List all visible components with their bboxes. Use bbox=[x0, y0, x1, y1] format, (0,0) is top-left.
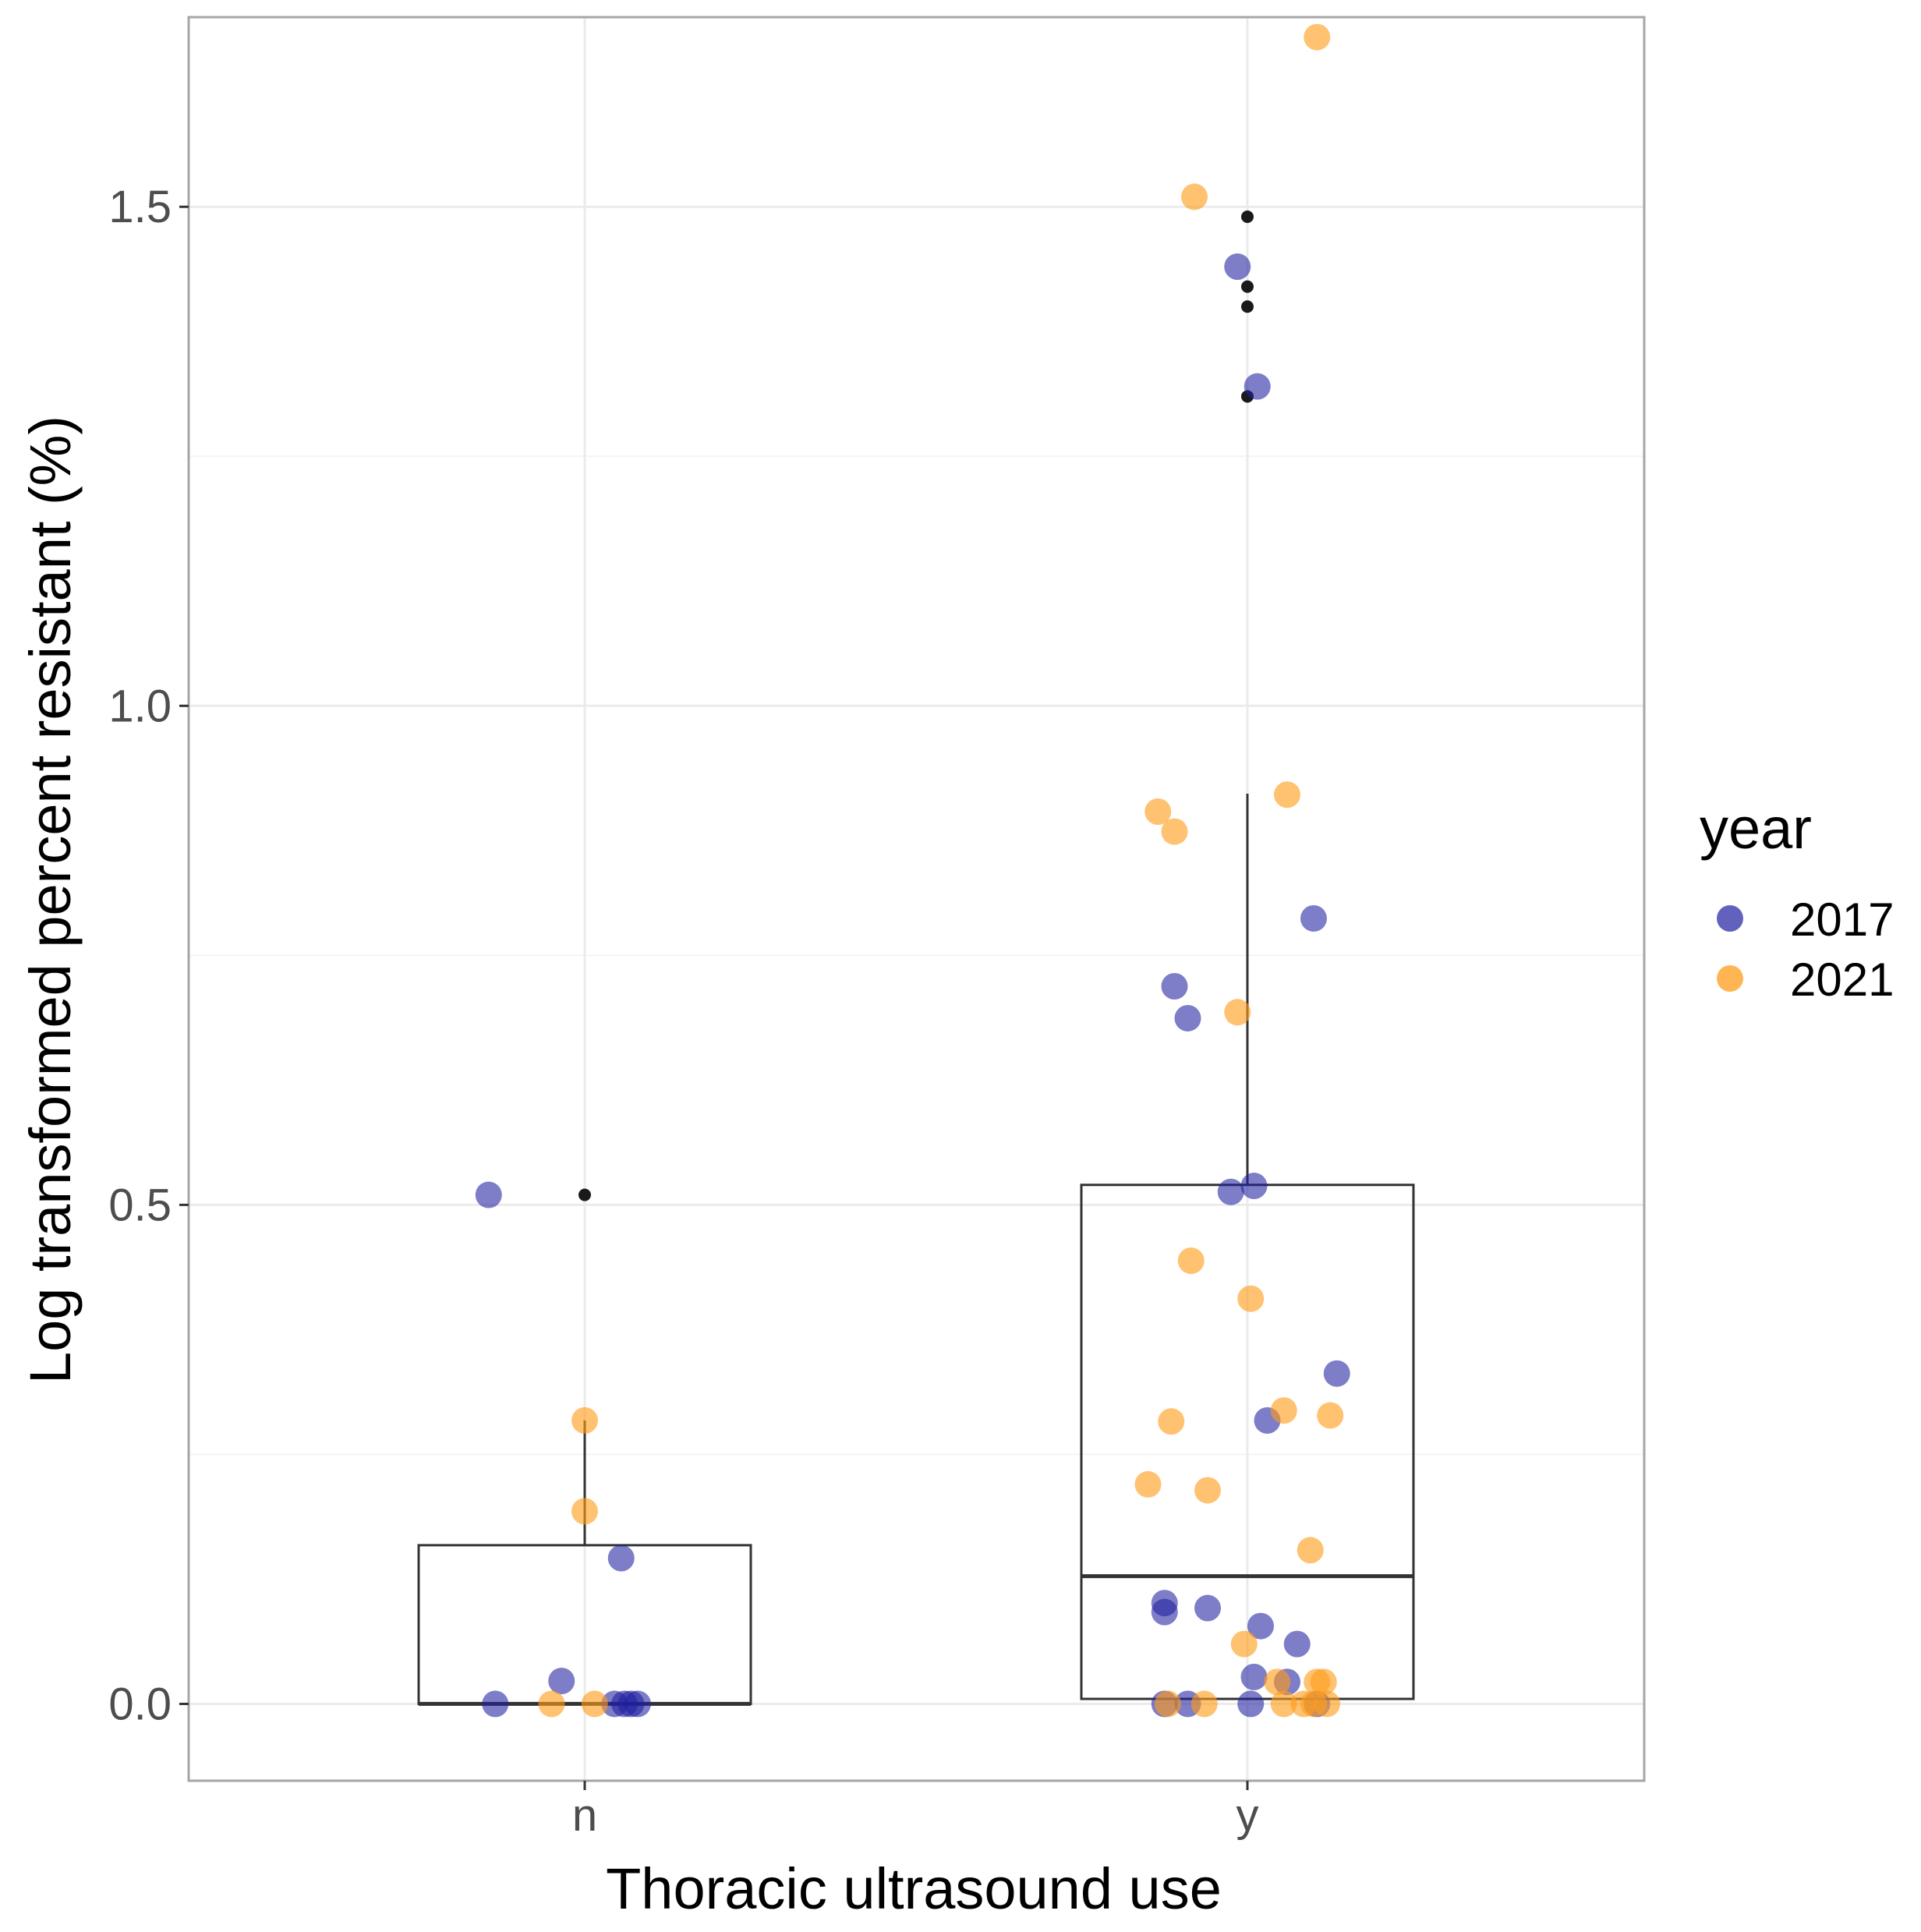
y-axis-ticks: 0.0 0.5 1.0 1.5 bbox=[108, 182, 189, 1729]
y-tick-label: 1.0 bbox=[108, 681, 172, 731]
y-tick-label: 0.0 bbox=[108, 1679, 172, 1729]
legend-label-2021: 2021 bbox=[1790, 954, 1894, 1006]
point-2021 bbox=[1155, 1690, 1181, 1718]
point-2017 bbox=[1161, 973, 1188, 1000]
point-2021 bbox=[1194, 1477, 1221, 1504]
legend-label-2017: 2017 bbox=[1790, 893, 1894, 946]
point-2021 bbox=[1181, 183, 1208, 211]
point-2021 bbox=[1297, 1537, 1324, 1564]
point-2021 bbox=[1224, 999, 1251, 1026]
outlier-y bbox=[1241, 280, 1254, 293]
point-2021 bbox=[1317, 1402, 1344, 1429]
point-2017 bbox=[1237, 1690, 1265, 1718]
point-2017 bbox=[475, 1181, 502, 1208]
point-2021 bbox=[1230, 1630, 1258, 1658]
panel-border bbox=[187, 16, 1646, 1782]
outlier-y bbox=[1241, 300, 1254, 313]
point-2021 bbox=[571, 1498, 598, 1525]
y-tick-label: 1.5 bbox=[108, 182, 172, 232]
outlier-y bbox=[1241, 211, 1254, 224]
point-2017 bbox=[1151, 1598, 1178, 1626]
y-tick-label: 0.5 bbox=[108, 1180, 172, 1230]
point-2021 bbox=[1304, 23, 1331, 51]
point-2021 bbox=[1134, 1470, 1162, 1498]
point-2017 bbox=[1224, 253, 1251, 281]
point-2017 bbox=[1323, 1360, 1350, 1387]
jitter-points bbox=[475, 23, 1350, 1718]
point-2017 bbox=[1300, 904, 1327, 932]
point-2017 bbox=[1244, 373, 1271, 400]
point-2021 bbox=[1270, 1690, 1297, 1718]
point-2021 bbox=[1144, 798, 1172, 825]
point-2017 bbox=[1240, 1663, 1268, 1690]
point-2017 bbox=[1283, 1630, 1311, 1658]
point-2017 bbox=[624, 1690, 651, 1718]
legend-title: year bbox=[1700, 796, 1812, 861]
point-2021 bbox=[1237, 1285, 1265, 1312]
point-2017 bbox=[607, 1545, 635, 1572]
point-2017 bbox=[1240, 1173, 1268, 1200]
y-axis-title: Log transformed percent resistant (%) bbox=[18, 416, 83, 1384]
point-2021 bbox=[571, 1407, 598, 1434]
point-2017 bbox=[1247, 1612, 1274, 1640]
point-2017 bbox=[548, 1667, 575, 1694]
point-2017 bbox=[1174, 1004, 1201, 1031]
point-2017 bbox=[1217, 1178, 1244, 1205]
x-tick-label: n bbox=[572, 1790, 597, 1841]
legend-key-2021 bbox=[1717, 965, 1743, 992]
point-2021 bbox=[1190, 1690, 1218, 1718]
point-2021 bbox=[1274, 781, 1300, 809]
point-2017 bbox=[482, 1690, 509, 1718]
point-2021 bbox=[1158, 1408, 1185, 1435]
point-2021 bbox=[1177, 1247, 1205, 1275]
point-2021 bbox=[1161, 818, 1188, 845]
legend: year 2017 2021 bbox=[1700, 796, 1894, 1006]
point-2021 bbox=[1270, 1397, 1297, 1424]
point-2017 bbox=[1194, 1594, 1221, 1622]
point-2021 bbox=[1310, 1668, 1337, 1696]
point-2021 bbox=[581, 1690, 608, 1718]
x-tick-label: y bbox=[1236, 1790, 1259, 1841]
point-2021 bbox=[538, 1690, 565, 1718]
point-2021 bbox=[1314, 1690, 1340, 1718]
point-2021 bbox=[1264, 1668, 1291, 1696]
legend-key-2017 bbox=[1717, 905, 1743, 932]
outlier-n bbox=[578, 1188, 591, 1201]
x-axis-title: Thoracic ultrasound use bbox=[606, 1856, 1222, 1921]
